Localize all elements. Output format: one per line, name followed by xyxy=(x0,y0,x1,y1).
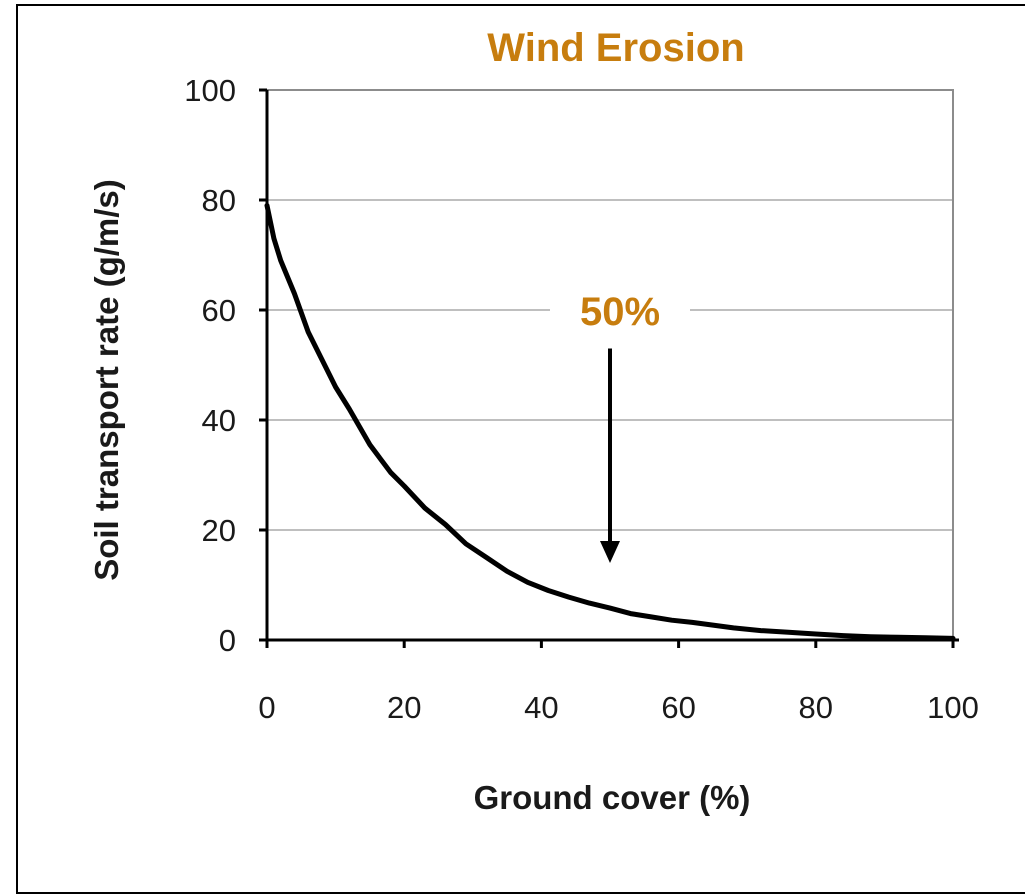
y-tick-label-40: 40 xyxy=(202,403,236,438)
y-tick-label-20: 20 xyxy=(202,513,236,548)
y-tick-labels: 0 20 40 60 80 100 xyxy=(184,73,236,658)
y-tick-label-60: 60 xyxy=(202,293,236,328)
chart-title: Wind Erosion xyxy=(487,26,744,70)
x-tick-labels: 0 20 40 60 80 100 xyxy=(258,690,978,725)
y-tick-label-100: 100 xyxy=(184,73,236,108)
x-tick-label-80: 80 xyxy=(799,690,833,725)
x-tick-label-60: 60 xyxy=(661,690,695,725)
axes xyxy=(259,88,959,648)
x-tick-label-40: 40 xyxy=(524,690,558,725)
y-axis-label: Soil transport rate (g/m/s) xyxy=(88,179,125,581)
y-tick-label-80: 80 xyxy=(202,183,236,218)
x-tick-label-100: 100 xyxy=(927,690,979,725)
series-line xyxy=(264,203,956,641)
x-axis-label: Ground cover (%) xyxy=(474,779,751,816)
x-tick-label-20: 20 xyxy=(387,690,421,725)
annotation-background xyxy=(550,282,690,332)
annotation-label: 50% xyxy=(580,290,660,334)
y-tick-label-0: 0 xyxy=(219,623,236,658)
annotation-arrow-head xyxy=(600,541,620,563)
x-tick-label-0: 0 xyxy=(258,690,275,725)
